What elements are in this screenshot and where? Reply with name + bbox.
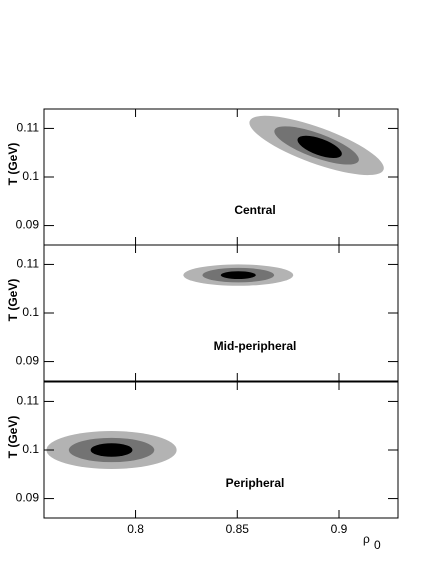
- contours: [183, 264, 294, 286]
- y-axis-label: T (GeV): [6, 416, 20, 459]
- y-tick-label: 0.11: [17, 394, 40, 408]
- y-tick-label: 0.09: [16, 491, 40, 505]
- x-axis-label: ρ: [363, 532, 370, 546]
- frame: [43, 108, 399, 246]
- y-tick-label: 0.09: [16, 218, 40, 232]
- plot-area: [46, 431, 177, 469]
- y-tick-label: 0.11: [17, 121, 40, 135]
- y-tick-label: 0.1: [22, 305, 39, 319]
- y-tick-label: 0.1: [22, 442, 39, 456]
- y-axis-label: T (GeV): [6, 143, 20, 186]
- x-tick-label: 0.9: [331, 522, 348, 536]
- y-axis-label: T (GeV): [6, 279, 20, 322]
- y-tick-label: 0.09: [16, 354, 40, 368]
- contour-level: [297, 135, 342, 159]
- x-tick-label: 0.8: [127, 522, 144, 536]
- panel-label: Central: [234, 203, 275, 217]
- panel-label: Peripheral: [226, 476, 285, 490]
- x-tick-label: 0.85: [226, 522, 250, 536]
- panel-label: Mid-peripheral: [214, 339, 297, 353]
- contours: [46, 431, 177, 469]
- plot-area: [249, 115, 384, 176]
- contours: [249, 115, 384, 176]
- y-tick-label: 0.1: [22, 169, 39, 183]
- x-axis-label-sub: 0: [374, 538, 381, 552]
- contour-level: [220, 271, 256, 279]
- plot-area: [183, 264, 294, 286]
- contour-level: [90, 443, 133, 457]
- y-tick-label: 0.11: [17, 257, 40, 271]
